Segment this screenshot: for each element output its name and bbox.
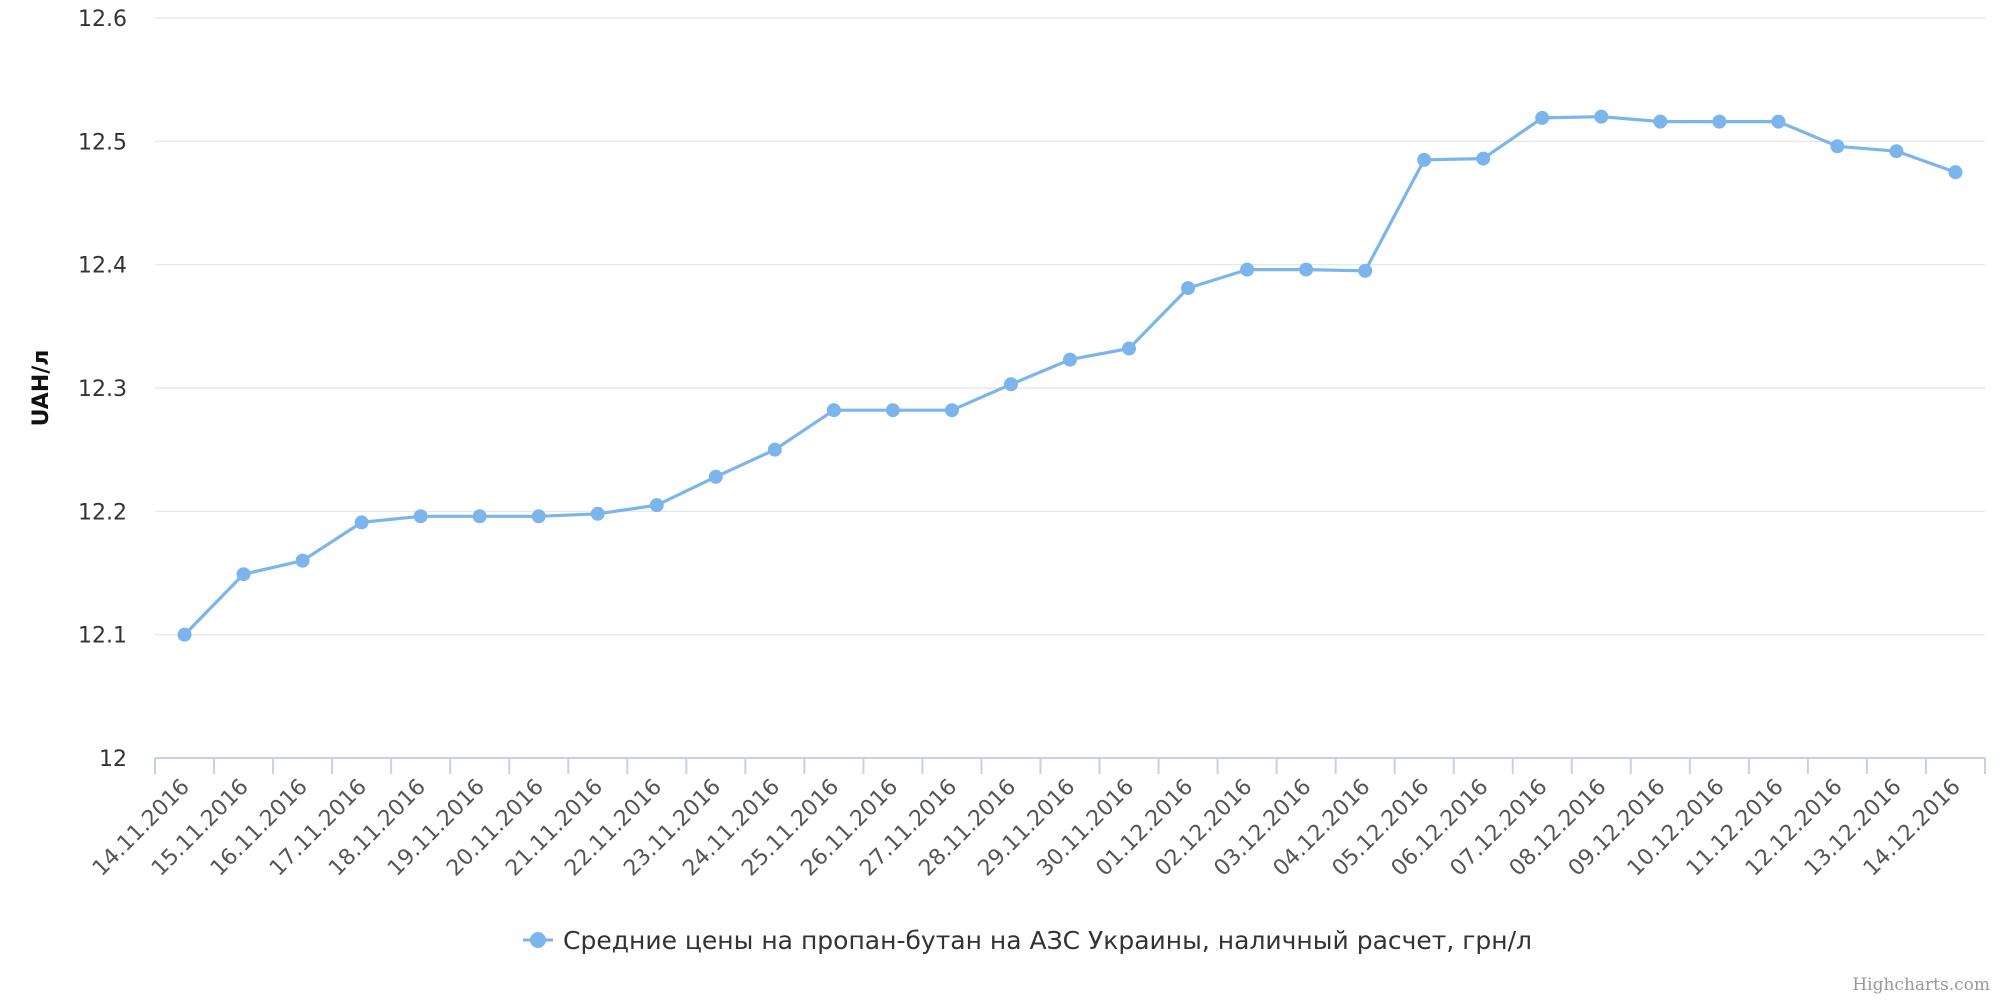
data-point[interactable] bbox=[826, 403, 841, 418]
data-point[interactable] bbox=[1181, 281, 1196, 296]
data-point[interactable] bbox=[1003, 377, 1018, 392]
data-point[interactable] bbox=[1653, 114, 1668, 129]
data-point[interactable] bbox=[885, 403, 900, 418]
series-line bbox=[183, 115, 1957, 636]
data-point[interactable] bbox=[1594, 109, 1609, 124]
data-point[interactable] bbox=[1712, 114, 1727, 129]
data-point[interactable] bbox=[413, 509, 428, 524]
y-tick-label: 12.1 bbox=[78, 624, 127, 649]
data-point[interactable] bbox=[1535, 110, 1550, 125]
data-point[interactable] bbox=[590, 506, 605, 521]
data-point[interactable] bbox=[531, 509, 546, 524]
y-axis-title: UAH/л bbox=[29, 350, 54, 427]
data-point[interactable] bbox=[1358, 263, 1373, 278]
y-tick-label: 12 bbox=[99, 747, 127, 772]
y-tick-label: 12.6 bbox=[78, 7, 127, 32]
x-axis-tick-labels: 14.11.201615.11.201616.11.201617.11.2016… bbox=[88, 775, 1966, 882]
data-point[interactable] bbox=[1299, 262, 1314, 277]
data-point[interactable] bbox=[354, 515, 369, 530]
data-point[interactable] bbox=[295, 553, 310, 568]
y-tick-label: 12.2 bbox=[78, 500, 127, 525]
legend-item[interactable]: Средние цены на пропан-бутан на АЗС Укра… bbox=[523, 926, 1532, 955]
legend-marker bbox=[530, 932, 546, 948]
gridlines bbox=[155, 17, 1985, 636]
data-point[interactable] bbox=[1476, 151, 1491, 166]
credits-link[interactable]: Highcharts.com bbox=[1852, 975, 1990, 995]
y-tick-label: 12.5 bbox=[78, 130, 127, 155]
data-point[interactable] bbox=[1240, 262, 1255, 277]
data-point[interactable] bbox=[236, 567, 251, 582]
data-point[interactable] bbox=[177, 627, 192, 642]
data-point[interactable] bbox=[1948, 165, 1963, 180]
data-point[interactable] bbox=[1889, 144, 1904, 159]
data-point[interactable] bbox=[944, 403, 959, 418]
y-tick-label: 12.4 bbox=[78, 254, 127, 279]
data-point[interactable] bbox=[649, 498, 664, 513]
data-point[interactable] bbox=[1830, 139, 1845, 154]
x-axis bbox=[154, 757, 1986, 774]
series-group bbox=[177, 109, 1963, 642]
data-point[interactable] bbox=[1771, 114, 1786, 129]
legend-label: Средние цены на пропан-бутан на АЗС Укра… bbox=[563, 926, 1532, 955]
data-point[interactable] bbox=[708, 469, 723, 484]
data-point[interactable] bbox=[1063, 352, 1077, 367]
y-tick-label: 12.3 bbox=[78, 377, 127, 402]
data-point[interactable] bbox=[1417, 152, 1432, 167]
data-point[interactable] bbox=[767, 442, 782, 457]
y-axis-ticks: 12 12.1 12.2 12.3 12.4 12.5 12.6 bbox=[78, 7, 127, 772]
data-point[interactable] bbox=[1122, 341, 1137, 356]
data-point[interactable] bbox=[472, 509, 487, 524]
